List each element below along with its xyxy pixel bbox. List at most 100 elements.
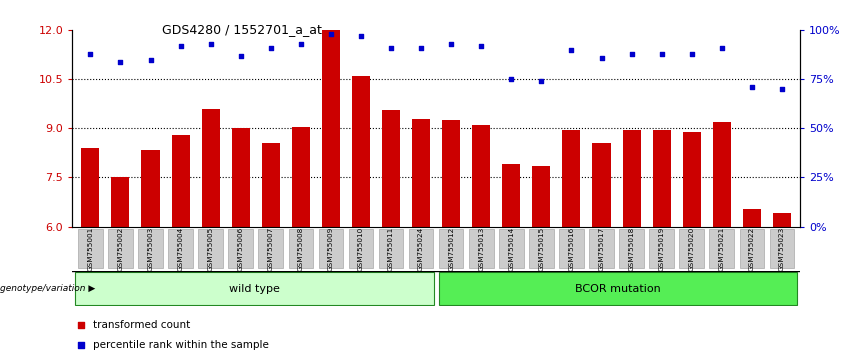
FancyBboxPatch shape <box>318 229 343 268</box>
FancyBboxPatch shape <box>439 229 464 268</box>
Bar <box>322 30 340 227</box>
FancyBboxPatch shape <box>138 229 163 268</box>
Point <box>385 45 398 51</box>
FancyBboxPatch shape <box>589 229 614 268</box>
Bar <box>653 130 671 227</box>
Bar <box>533 166 551 227</box>
Bar <box>292 127 310 227</box>
FancyBboxPatch shape <box>529 229 554 268</box>
FancyBboxPatch shape <box>710 229 734 268</box>
Bar <box>82 148 100 227</box>
FancyBboxPatch shape <box>649 229 674 268</box>
Point <box>294 41 308 47</box>
Text: GSM755009: GSM755009 <box>328 227 334 271</box>
Text: GSM755019: GSM755019 <box>659 227 665 271</box>
Point <box>74 342 88 348</box>
Point <box>564 47 578 52</box>
Bar <box>773 213 791 227</box>
FancyBboxPatch shape <box>349 229 374 268</box>
FancyBboxPatch shape <box>259 229 283 268</box>
Point <box>534 78 548 84</box>
Bar <box>202 109 220 227</box>
Text: GSM755011: GSM755011 <box>388 227 394 271</box>
FancyBboxPatch shape <box>740 229 764 268</box>
Bar <box>623 130 641 227</box>
Bar <box>713 122 731 227</box>
Point <box>505 76 518 82</box>
Text: GSM755020: GSM755020 <box>688 227 694 271</box>
Text: GSM755001: GSM755001 <box>88 227 94 271</box>
Point <box>174 43 187 48</box>
Text: GSM755017: GSM755017 <box>598 227 604 271</box>
Bar <box>382 110 400 227</box>
Point <box>144 57 157 62</box>
Point <box>234 53 248 58</box>
Bar <box>352 76 370 227</box>
Text: GSM755008: GSM755008 <box>298 227 304 271</box>
Point <box>74 322 88 327</box>
FancyBboxPatch shape <box>379 229 403 268</box>
FancyBboxPatch shape <box>108 229 133 268</box>
Text: genotype/variation ▶: genotype/variation ▶ <box>0 284 95 293</box>
Bar <box>141 150 159 227</box>
Point <box>715 45 728 51</box>
FancyBboxPatch shape <box>198 229 223 268</box>
Text: GSM755006: GSM755006 <box>237 227 243 271</box>
FancyBboxPatch shape <box>438 272 797 305</box>
Bar <box>111 177 129 227</box>
Text: GSM755013: GSM755013 <box>478 227 484 271</box>
Text: GSM755015: GSM755015 <box>539 227 545 271</box>
FancyBboxPatch shape <box>559 229 584 268</box>
Text: GSM755021: GSM755021 <box>719 227 725 271</box>
Point <box>324 31 338 37</box>
Bar <box>683 132 700 227</box>
Point <box>264 45 277 51</box>
FancyBboxPatch shape <box>288 229 313 268</box>
Bar <box>743 209 761 227</box>
Bar <box>262 143 280 227</box>
Point <box>654 51 668 57</box>
Text: GDS4280 / 1552701_a_at: GDS4280 / 1552701_a_at <box>162 23 322 36</box>
Bar <box>502 164 520 227</box>
Point <box>595 55 608 61</box>
Bar <box>412 119 430 227</box>
FancyBboxPatch shape <box>469 229 494 268</box>
Bar <box>472 125 490 227</box>
Bar <box>443 120 460 227</box>
Text: GSM755005: GSM755005 <box>208 227 214 271</box>
Point <box>354 33 368 39</box>
Point <box>83 51 97 57</box>
Bar <box>172 135 190 227</box>
Text: GSM755003: GSM755003 <box>147 227 153 271</box>
FancyBboxPatch shape <box>769 229 794 268</box>
Text: GSM755012: GSM755012 <box>448 227 454 271</box>
Point <box>775 86 789 92</box>
Text: GSM755002: GSM755002 <box>117 227 123 271</box>
FancyBboxPatch shape <box>78 229 103 268</box>
Point <box>474 43 488 48</box>
FancyBboxPatch shape <box>620 229 644 268</box>
Bar <box>231 128 249 227</box>
Text: GSM755022: GSM755022 <box>749 227 755 271</box>
Text: wild type: wild type <box>229 284 280 293</box>
Point <box>685 51 699 57</box>
Point <box>114 59 128 64</box>
FancyBboxPatch shape <box>679 229 704 268</box>
FancyBboxPatch shape <box>228 229 253 268</box>
Text: GSM755010: GSM755010 <box>358 227 364 271</box>
Text: GSM755004: GSM755004 <box>178 227 184 271</box>
FancyBboxPatch shape <box>76 272 434 305</box>
Text: GSM755018: GSM755018 <box>629 227 635 271</box>
Text: transformed count: transformed count <box>93 320 190 330</box>
FancyBboxPatch shape <box>499 229 523 268</box>
Bar <box>563 130 580 227</box>
Text: GSM755023: GSM755023 <box>779 227 785 271</box>
Point <box>444 41 458 47</box>
Point <box>745 84 758 90</box>
Bar <box>592 143 610 227</box>
FancyBboxPatch shape <box>408 229 433 268</box>
Text: GSM755007: GSM755007 <box>268 227 274 271</box>
Point <box>204 41 218 47</box>
Text: GSM755016: GSM755016 <box>568 227 574 271</box>
FancyBboxPatch shape <box>168 229 193 268</box>
